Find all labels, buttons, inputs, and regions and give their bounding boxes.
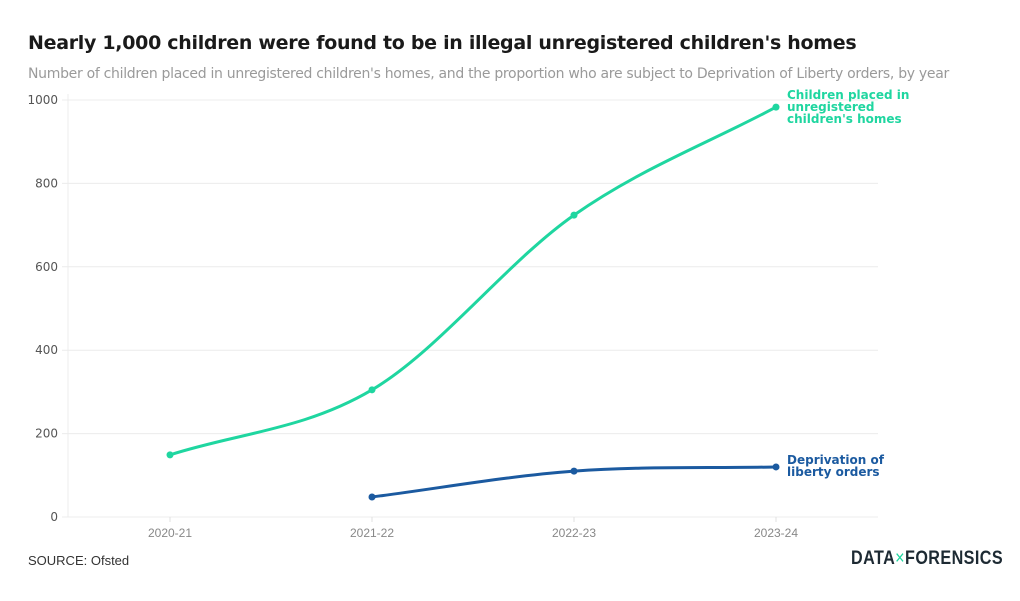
data-point (772, 463, 780, 471)
data-point (368, 386, 376, 394)
series-label: liberty orders (787, 465, 880, 479)
series-label: Deprivation of (787, 453, 885, 467)
x-tick-label: 2020-21 (148, 526, 192, 540)
y-tick-label: 400 (35, 343, 58, 357)
y-tick-label: 600 (35, 260, 58, 274)
y-tick-label: 0 (50, 510, 58, 524)
data-point (570, 467, 578, 475)
series-line-0 (168, 105, 778, 457)
series-label: Children placed in (787, 88, 909, 102)
chart-title: Nearly 1,000 children were found to be i… (28, 32, 857, 54)
chart-subtitle: Number of children placed in unregistere… (28, 66, 949, 82)
data-forensics-logo: DATA×FORENSICS (851, 548, 1003, 570)
source-note: SOURCE: Ofsted (28, 553, 130, 568)
series-label: children's homes (787, 112, 902, 126)
logo-text-forensics: FORENSICS (905, 548, 1004, 569)
x-tick-label: 2021-22 (350, 526, 394, 540)
y-tick-label: 200 (35, 427, 58, 441)
logo-x-mark: × (895, 548, 906, 569)
logo-text-data: DATA (851, 548, 896, 569)
data-point (166, 451, 174, 459)
data-point (772, 103, 780, 111)
x-tick-label: 2023-24 (754, 526, 798, 540)
y-tick-label: 1000 (27, 93, 58, 107)
series-label: unregistered (787, 100, 875, 114)
x-tick-label: 2022-23 (552, 526, 596, 540)
data-point (368, 493, 376, 501)
y-tick-label: 800 (35, 176, 58, 190)
data-point (570, 211, 578, 219)
